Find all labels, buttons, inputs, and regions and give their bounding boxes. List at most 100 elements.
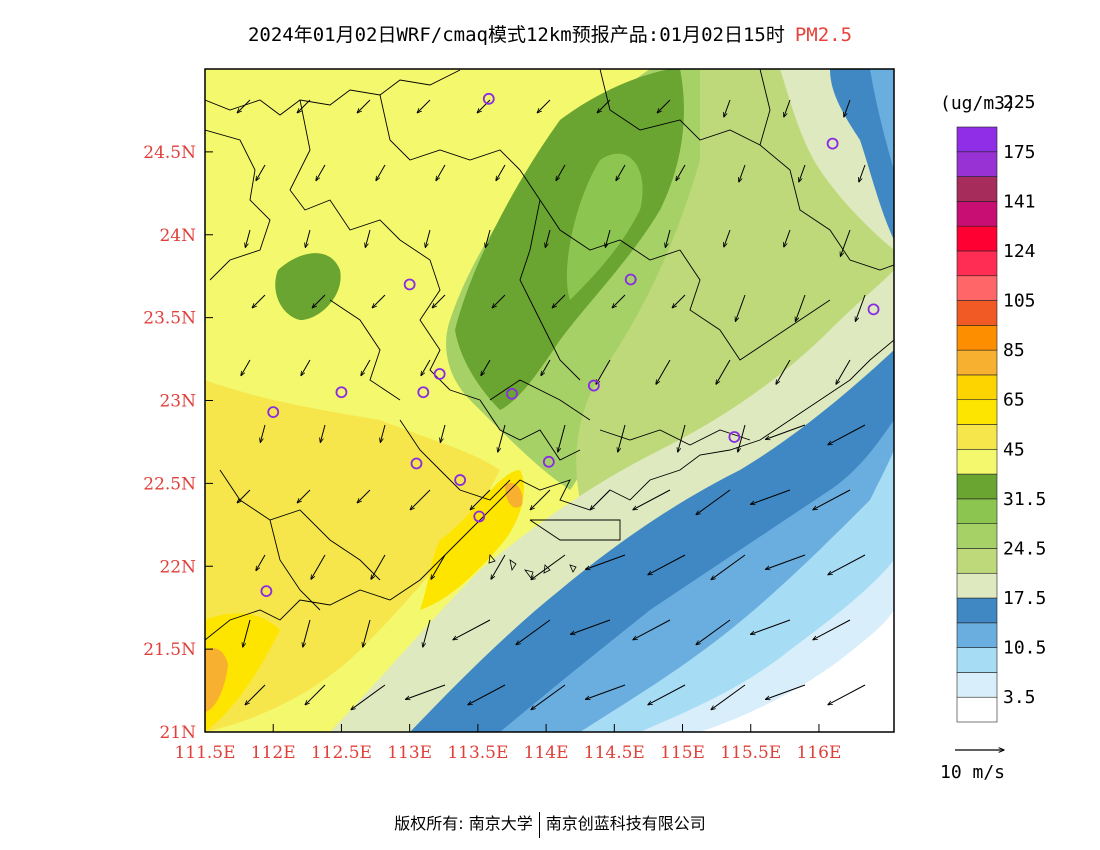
station-marker	[433, 368, 446, 380]
wind-arrow	[776, 359, 791, 384]
legend-label: 24.5	[1003, 538, 1046, 559]
station-marker	[410, 457, 423, 470]
station-marker	[624, 273, 637, 286]
wind-arrow	[724, 229, 731, 247]
wind-arrow	[855, 294, 866, 321]
wind-arrow	[795, 294, 806, 321]
wind-arrow	[784, 99, 791, 117]
wind-arrow	[376, 164, 386, 181]
wind-arrow	[312, 294, 326, 308]
lat-tick-label: 24.5N	[143, 143, 196, 163]
wind-arrow	[470, 489, 491, 510]
wind-arrow	[431, 554, 446, 579]
wind-arrow	[711, 554, 746, 580]
wind-arrow	[672, 294, 686, 308]
station-marker	[867, 303, 880, 316]
copyright-org1: 南京大学	[468, 814, 533, 833]
wind-arrow	[498, 424, 506, 452]
station-marker	[542, 455, 555, 468]
wind-arrow	[361, 359, 371, 376]
wind-arrow	[552, 294, 566, 308]
legend-swatch	[956, 126, 998, 153]
field-patch-west	[275, 253, 341, 320]
wind-arrow	[665, 229, 671, 247]
wind-arrow	[256, 554, 266, 571]
lat-axis: 21N 21.5N 22N 22.5N 23N 23.5N 24N 24.5N	[143, 143, 213, 743]
field-band-85b	[505, 482, 523, 508]
wind-vectors	[237, 99, 866, 710]
wind-arrow	[739, 164, 746, 182]
wind-arrow	[440, 424, 446, 442]
field-band-85	[205, 648, 228, 712]
lon-tick-label: 115E	[660, 743, 705, 763]
wind-arrow	[477, 99, 491, 113]
station-marker	[403, 278, 416, 291]
legend-label: 124	[1003, 241, 1036, 262]
station-marker	[587, 379, 600, 392]
wind-arrow	[571, 619, 611, 634]
wind-arrow	[558, 424, 566, 452]
wind-arrow	[301, 359, 311, 376]
legend-labels: 3.5 10.5 17.5 24.5 31.5 45 65 85 105 124 141 175 225	[1003, 92, 1046, 708]
wind-arrow	[766, 684, 806, 699]
wind-arrow	[245, 229, 251, 247]
wind-arrow	[357, 99, 371, 113]
wind-arrow	[738, 424, 746, 452]
wind-arrow	[320, 424, 326, 442]
wind-arrow	[648, 684, 686, 705]
wind-arrow	[616, 164, 626, 181]
pm25-field	[205, 69, 894, 732]
legend-swatch	[956, 424, 998, 450]
legend-label: 17.5	[1003, 588, 1046, 609]
station-marker	[826, 137, 839, 150]
wind-arrow	[316, 164, 326, 181]
wind-arrow	[260, 424, 266, 442]
field-band-24b	[576, 69, 894, 500]
wind-arrow	[556, 164, 566, 181]
wind-arrow	[735, 294, 746, 321]
lon-tick-label: 114E	[524, 743, 569, 763]
legend-swatch	[956, 325, 998, 351]
station-marker	[454, 474, 467, 486]
wind-arrow	[836, 359, 851, 384]
wind-arrow	[590, 489, 611, 510]
wind-arrow	[828, 684, 866, 705]
legend-swatch	[956, 523, 998, 549]
field-band-45	[205, 380, 500, 732]
wind-arrow	[766, 424, 806, 439]
field-ne-7	[870, 69, 894, 170]
wind-arrow	[297, 489, 311, 503]
wind-arrow	[605, 229, 611, 247]
legend-swatch	[956, 201, 998, 227]
wind-arrow	[305, 229, 311, 247]
wind-arrow	[799, 164, 806, 182]
wind-arrow	[481, 359, 491, 376]
station-marker	[260, 585, 273, 598]
wind-arrow	[363, 619, 371, 647]
legend-swatch	[956, 275, 998, 301]
lat-tick-label: 23N	[159, 392, 196, 412]
lon-tick-label: 112E	[251, 743, 296, 763]
lat-tick-label: 22.5N	[143, 474, 196, 494]
station-marker	[728, 431, 741, 443]
lat-tick-label: 22N	[159, 557, 196, 577]
wind-arrow	[305, 684, 326, 705]
field-band-31b	[566, 153, 643, 300]
field-band-65	[205, 613, 280, 732]
station-marker	[335, 386, 348, 399]
legend-swatch	[956, 672, 998, 698]
lat-tick-label: 23.5N	[143, 309, 196, 329]
wind-arrow	[425, 229, 431, 247]
lon-tick-label: 112.5E	[311, 743, 372, 763]
legend-label: 10.5	[1003, 638, 1046, 659]
wind-arrow	[813, 489, 851, 510]
legend-unit: (ug/m3)	[940, 93, 1016, 114]
wind-arrow	[766, 554, 806, 569]
legend-swatch	[956, 473, 998, 500]
wind-arrow	[751, 489, 791, 504]
legend-swatch	[956, 696, 998, 723]
wind-arrow	[716, 359, 731, 384]
wind-arrow	[586, 684, 626, 699]
legend-swatch	[956, 572, 998, 599]
